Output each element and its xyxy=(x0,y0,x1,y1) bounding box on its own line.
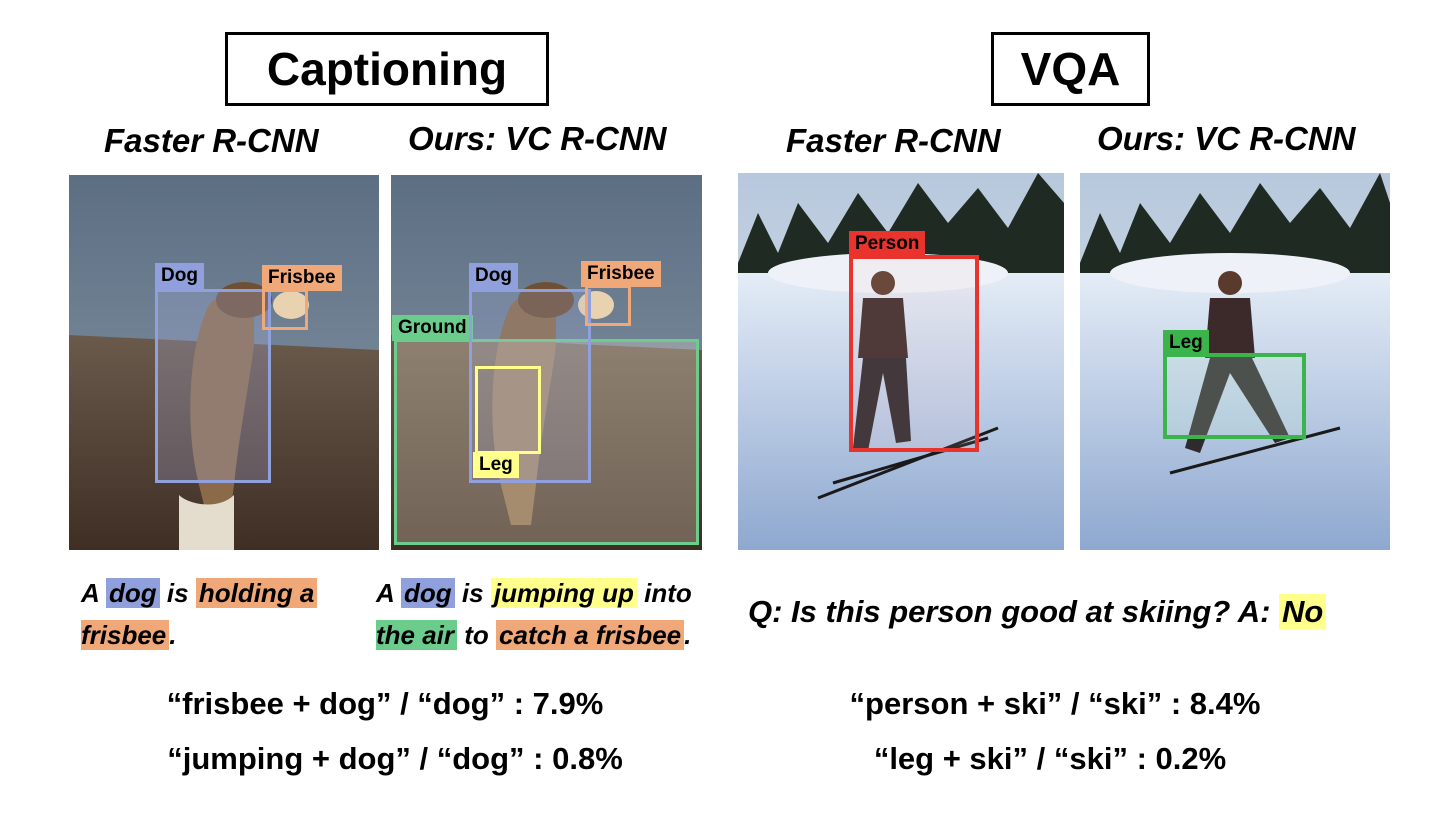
vqa-vc-rcnn-title: Ours: VC R-CNN xyxy=(1097,120,1356,157)
captioning-faster-rcnn-title: Faster R-CNN xyxy=(104,122,319,159)
highlight-frisbee: frisbee xyxy=(81,620,170,650)
ground-bbox xyxy=(394,339,699,545)
captioning-stat-frisbee-dog: “frisbee + dog” / “dog” : 7.9% xyxy=(166,686,604,721)
dog-photo-faster-rcnn: Dog Frisbee xyxy=(69,175,379,550)
leg-bbox xyxy=(475,366,541,454)
highlight-dog: dog xyxy=(106,578,160,608)
highlight-dog: dog xyxy=(401,578,455,608)
dog-label: Dog xyxy=(155,263,204,289)
vqa-question: Q: Is this person good at skiing? A: xyxy=(748,594,1280,629)
highlight-jumping: jumping up xyxy=(490,578,637,608)
dog-photo-vc-rcnn: Ground Dog Frisbee Leg xyxy=(391,175,702,550)
vqa-answer: No xyxy=(1279,594,1327,629)
ski-scene-illustration xyxy=(1080,173,1390,550)
frisbee-label: Frisbee xyxy=(581,261,661,287)
frisbee-bbox xyxy=(585,285,631,326)
highlight-air: the air xyxy=(376,620,458,650)
frisbee-label: Frisbee xyxy=(262,265,342,291)
skier-photo-faster-rcnn: Person xyxy=(738,173,1064,550)
highlight-catch: catch a frisbee xyxy=(496,620,685,650)
vqa-section-title: VQA xyxy=(991,32,1150,106)
caption-vc-rcnn: A dog is jumping up into the air to catch… xyxy=(376,578,692,650)
vqa-stat-person-ski: “person + ski” / “ski” : 8.4% xyxy=(849,686,1261,721)
leg-label: Leg xyxy=(473,452,519,478)
person-bbox xyxy=(849,255,979,452)
frisbee-bbox xyxy=(262,289,308,330)
vqa-faster-rcnn-title: Faster R-CNN xyxy=(786,122,1001,159)
dog-label: Dog xyxy=(469,263,518,289)
leg-bbox xyxy=(1163,353,1306,439)
dog-bbox xyxy=(155,289,271,483)
captioning-stat-jumping-dog: “jumping + dog” / “dog” : 0.8% xyxy=(167,741,623,776)
captioning-vc-rcnn-title: Ours: VC R-CNN xyxy=(408,120,667,157)
ground-label: Ground xyxy=(392,315,473,341)
captioning-section-title: Captioning xyxy=(225,32,549,106)
caption-faster-rcnn: A dog is holding a frisbee. xyxy=(81,572,351,656)
highlight-holding: holding a xyxy=(195,578,318,608)
person-label: Person xyxy=(849,231,926,257)
dog-scene-illustration xyxy=(391,175,702,550)
vqa-question-answer: Q: Is this person good at skiing? A: No xyxy=(748,594,1327,630)
leg-label: Leg xyxy=(1163,330,1209,356)
dog-scene-illustration xyxy=(69,175,379,550)
skier-photo-vc-rcnn: Leg xyxy=(1080,173,1390,550)
vqa-stat-leg-ski: “leg + ski” / “ski” : 0.2% xyxy=(873,741,1227,776)
dog-bbox xyxy=(469,289,591,483)
